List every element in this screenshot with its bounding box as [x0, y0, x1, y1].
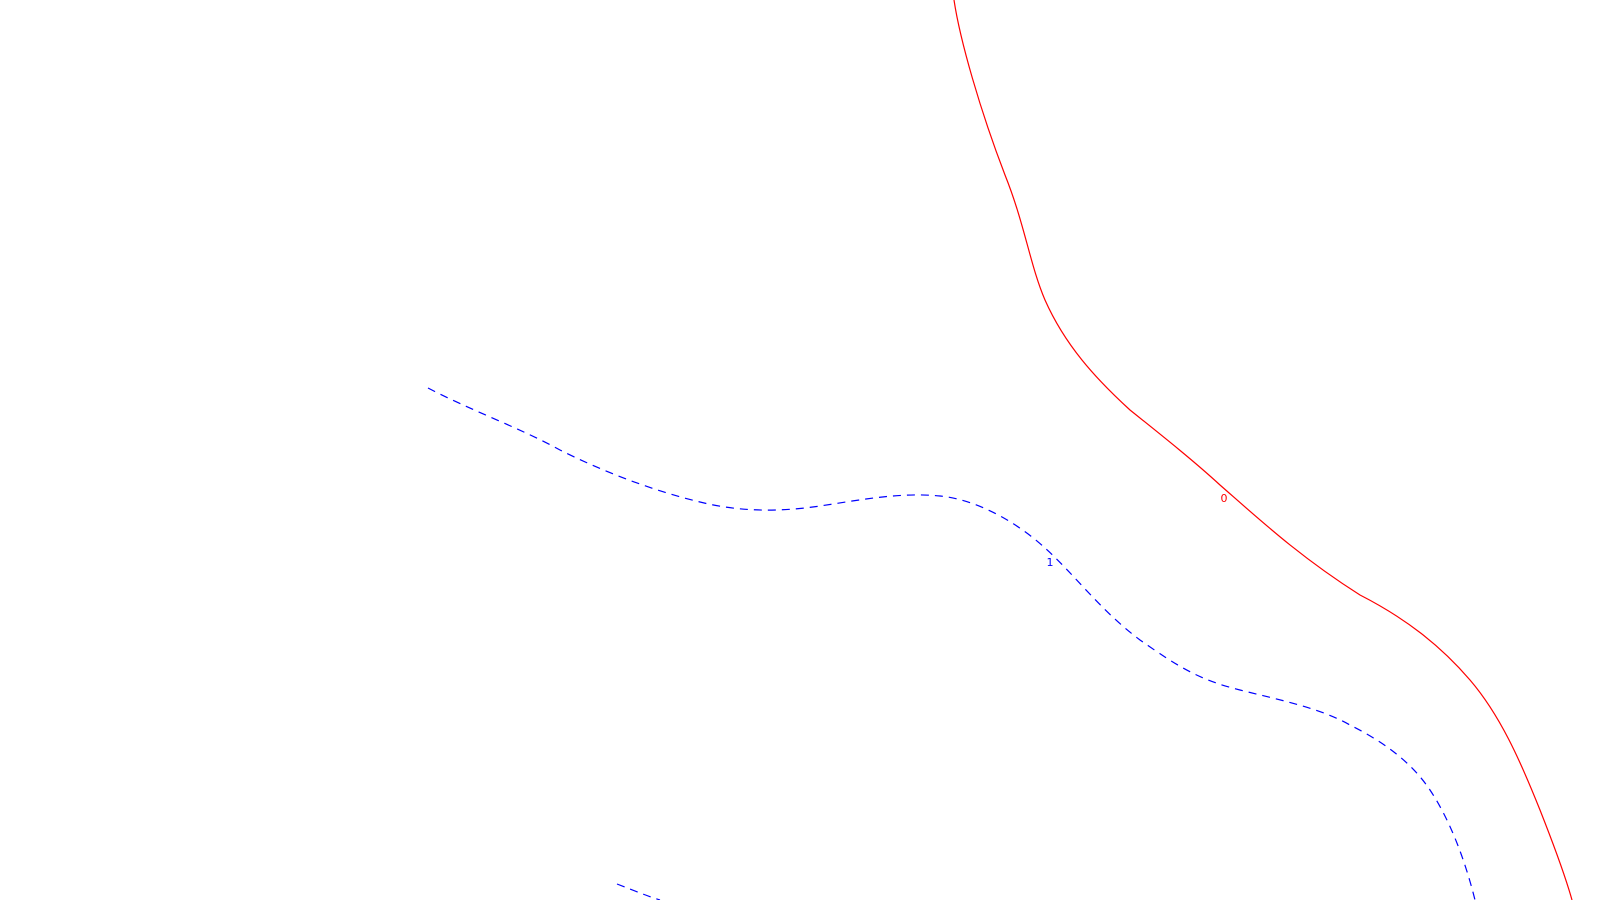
- contour-line-1-fragment: [616, 883, 661, 900]
- contour-line-1: [427, 387, 1476, 900]
- contour-label-0: 0: [1221, 492, 1228, 505]
- contour-line-0: [953, 0, 1573, 900]
- contour-label-1: 1: [1047, 556, 1054, 569]
